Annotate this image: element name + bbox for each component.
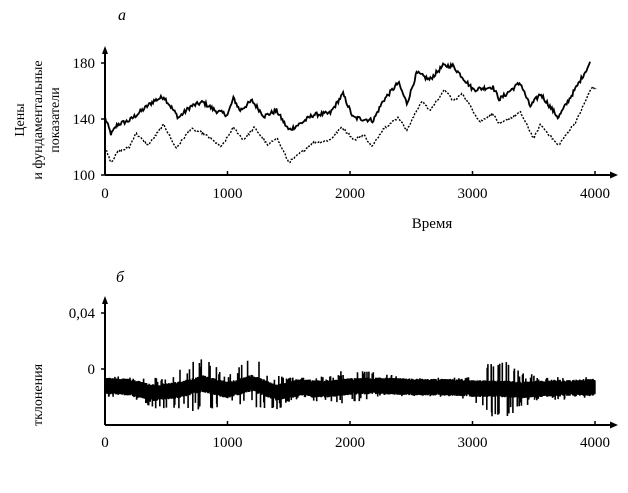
y-tick-label: 0,04: [69, 306, 96, 322]
x-tick-label: 3000: [458, 435, 488, 451]
y-axis-arrow: [102, 296, 108, 304]
panel-b-label: б: [116, 269, 125, 286]
y-axis-arrow: [102, 46, 108, 54]
y-tick-label: 0: [88, 362, 96, 378]
x-tick-label: 0: [101, 435, 109, 451]
x-axis-arrow: [610, 171, 618, 179]
top-series: [104, 61, 597, 164]
y-label-line-1: Цены: [13, 103, 28, 137]
x-tick-label: 4000: [580, 186, 610, 202]
x-axis-arrow: [610, 421, 618, 429]
y-label-line-2: и фундаментальные: [31, 60, 46, 179]
x-axis-label: Время: [412, 216, 453, 232]
top-y-axis-label: Цены и фундаментальные показатели: [13, 60, 63, 179]
x-tick-label: 3000: [458, 186, 488, 202]
y-label-line-3: показатели: [48, 87, 63, 153]
y-tick-label: 180: [73, 56, 96, 72]
bottom-series: [104, 359, 596, 417]
deviations-series: [104, 359, 596, 417]
x-tick-label: 1000: [213, 435, 243, 451]
y-tick-label: 140: [73, 112, 96, 128]
y-tick-label: 100: [73, 168, 96, 184]
top-axes: 0 1000 2000 3000 4000 100 140 180: [73, 46, 618, 202]
x-tick-label: 2000: [335, 186, 365, 202]
x-tick-label: 2000: [335, 435, 365, 451]
x-tick-label: 1000: [213, 186, 243, 202]
x-tick-label: 4000: [580, 435, 610, 451]
x-tick-label: 0: [101, 186, 109, 202]
price-line: [104, 61, 591, 136]
bottom-y-axis-label: тклонения: [31, 363, 46, 426]
panel-a-label: а: [118, 7, 126, 24]
bottom-axes: 0 1000 2000 3000 4000 0 0,04: [69, 296, 618, 451]
fundamentals-line: [104, 85, 597, 164]
